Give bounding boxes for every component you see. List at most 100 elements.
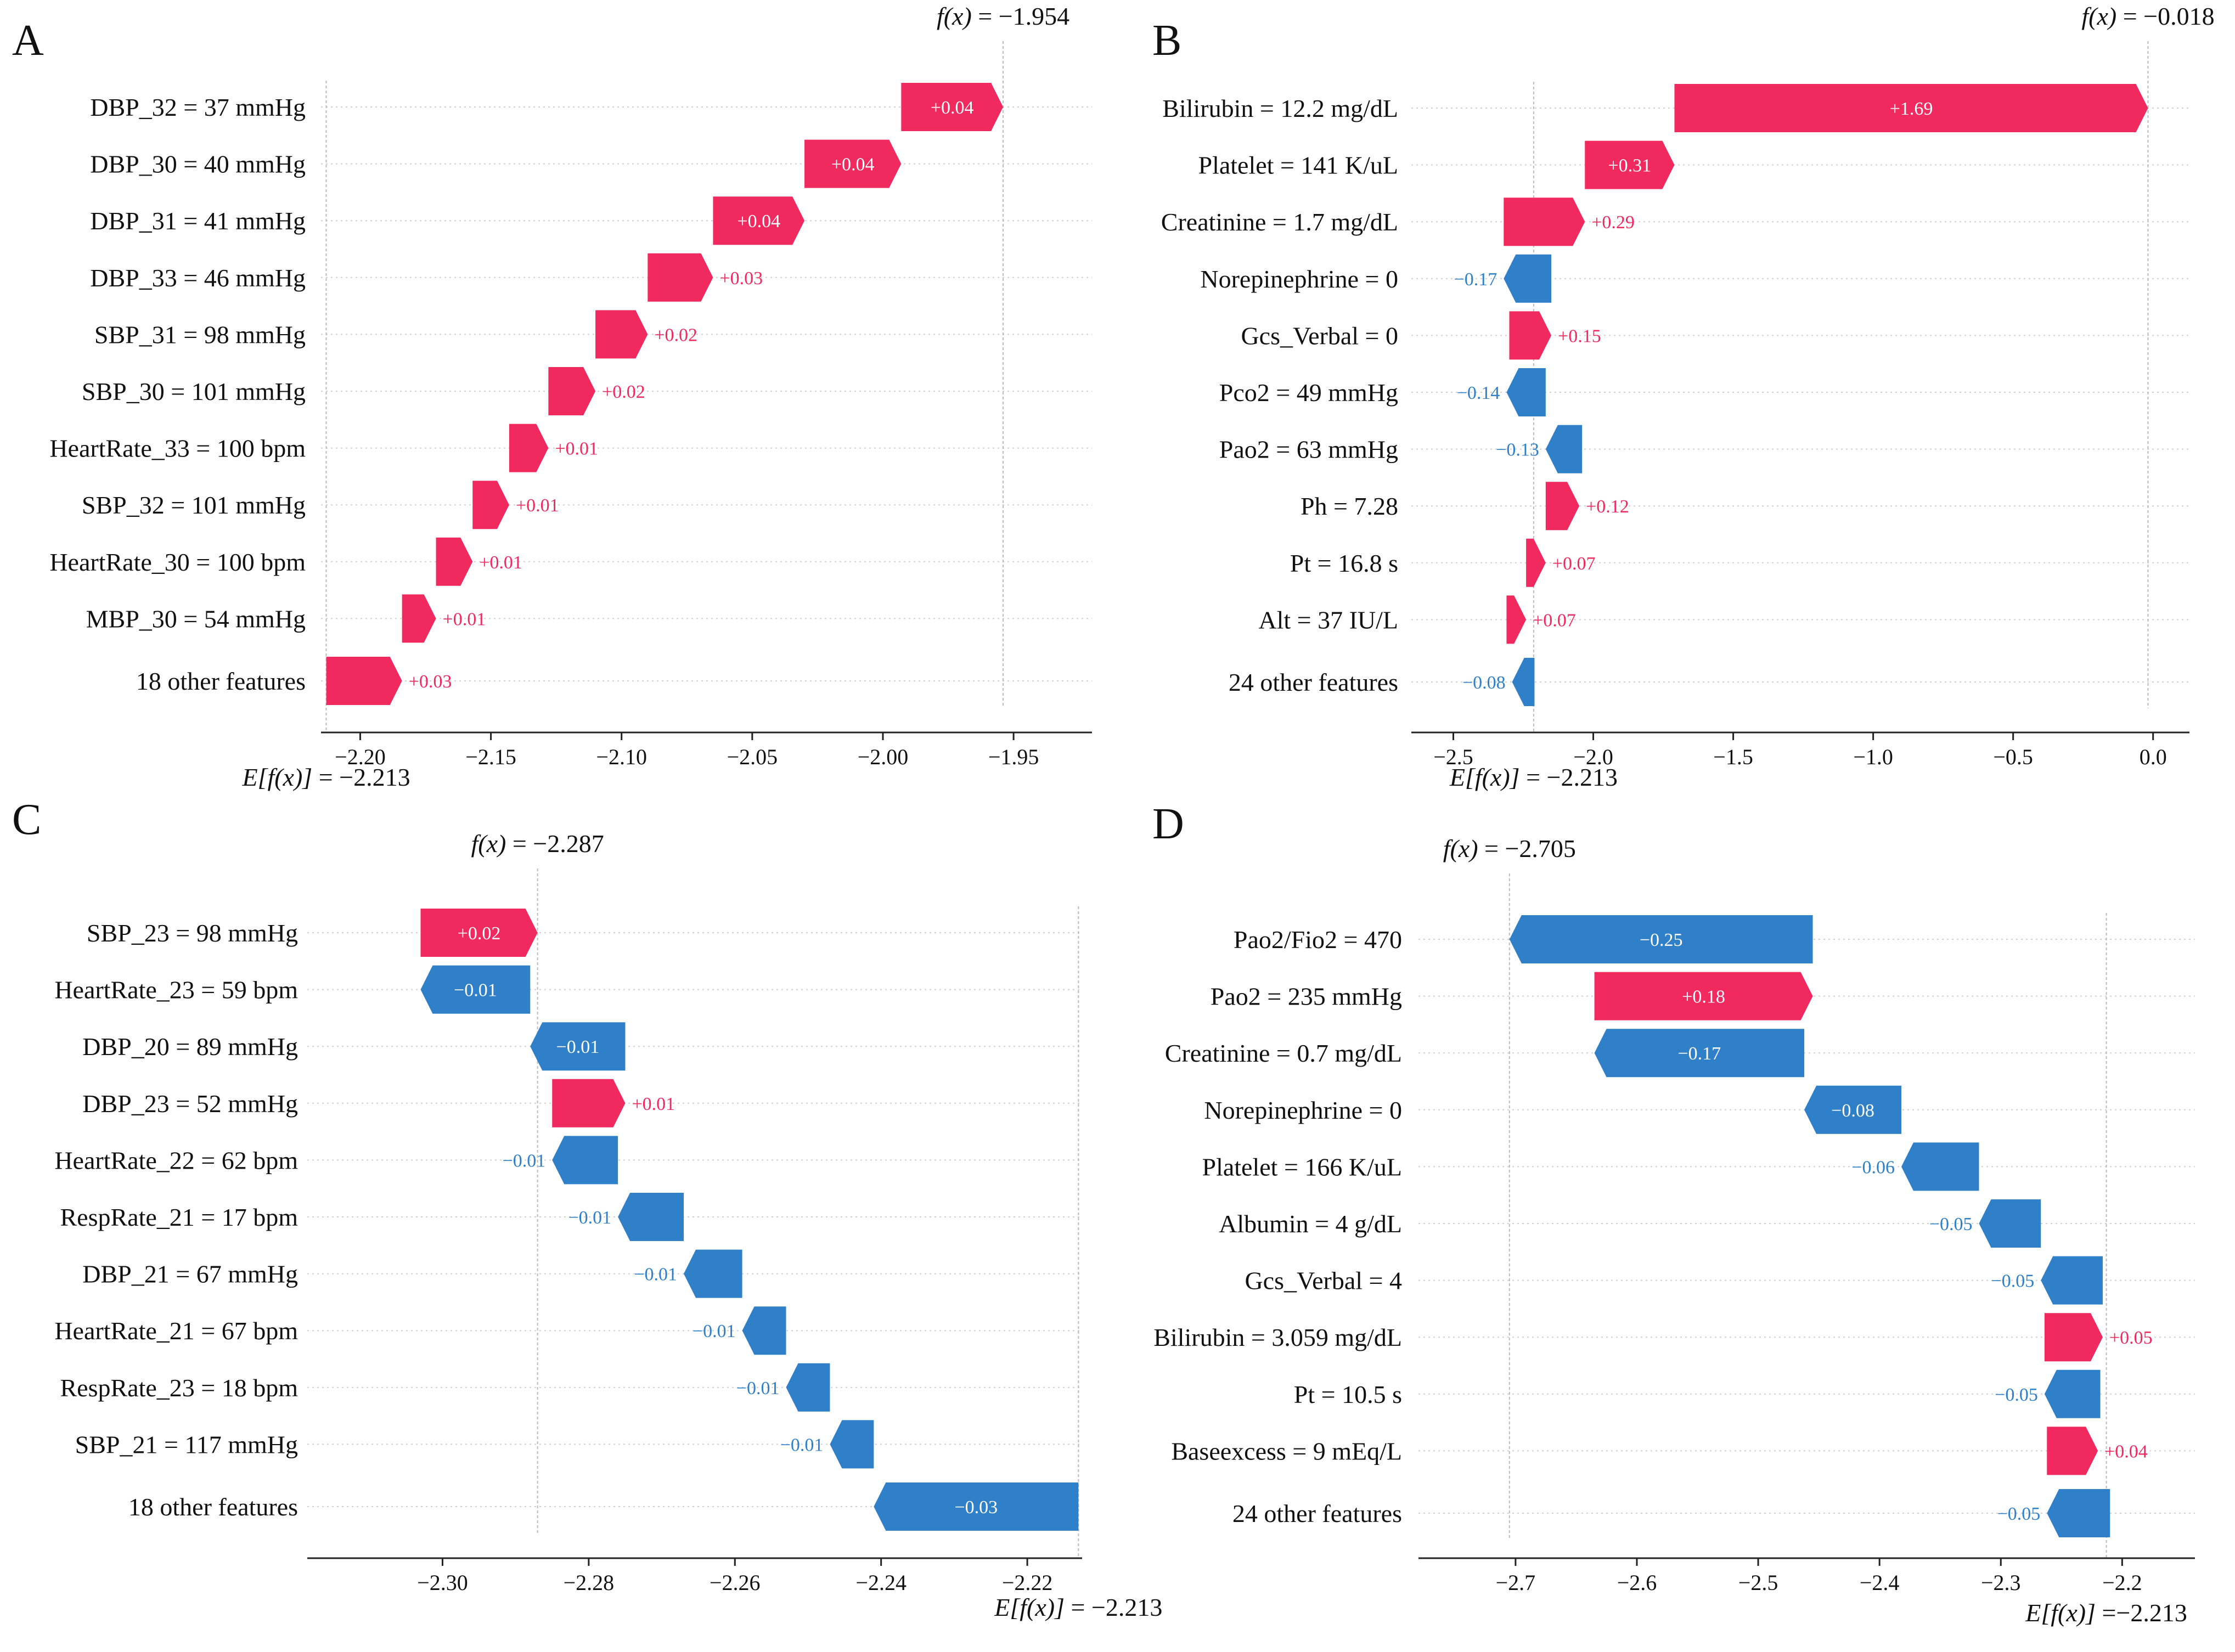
value-label-b: +0.07 — [1533, 610, 1576, 630]
value-label-d: −0.17 — [1677, 1044, 1721, 1064]
feature-label-a: DBP_30 = 40 mmHg — [90, 150, 306, 178]
feature-label-b: Platelet = 141 K/uL — [1198, 151, 1399, 179]
bar-c-18-other-features — [874, 1482, 1079, 1531]
feature-label-d: Pao2 = 235 mmHg — [1211, 983, 1402, 1011]
feature-label-b: Pco2 = 49 mmHg — [1219, 379, 1398, 407]
x-tick-label-b: 0.0 — [2140, 745, 2167, 769]
bar-a-sbp-30-101-mmhg — [548, 367, 596, 415]
x-tick-label-b: −2.0 — [1573, 745, 1613, 769]
feature-label-c: SBP_21 = 117 mmHg — [75, 1430, 298, 1458]
x-tick-label-b: −2.5 — [1433, 745, 1473, 769]
x-tick-label-b: −1.5 — [1713, 745, 1753, 769]
feature-label-a: MBP_30 = 54 mmHg — [86, 605, 306, 633]
bar-b-ph-7-28 — [1545, 482, 1580, 531]
value-label-a: +0.03 — [719, 268, 763, 289]
bar-c-dbp-23-52-mmhg — [552, 1079, 626, 1127]
x-tick-label-a: −2.05 — [727, 745, 778, 769]
bar-c-sbp-21-117-mmhg — [830, 1420, 874, 1469]
bar-d-24-other-features — [2047, 1489, 2110, 1537]
bar-a-dbp-33-46-mmhg — [648, 253, 713, 302]
efx-label-d: E[f(x)] =−2.213 — [2025, 1599, 2187, 1627]
bar-d-creatinine-0-7-mg-dl — [1594, 1029, 1805, 1078]
value-label-c: −0.01 — [556, 1037, 600, 1057]
feature-label-d: Norepinephrine = 0 — [1204, 1096, 1402, 1124]
value-label-b: +0.12 — [1586, 497, 1629, 517]
value-label-b: +0.15 — [1558, 326, 1601, 346]
value-label-d: −0.25 — [1640, 930, 1683, 950]
value-label-d: −0.05 — [1991, 1271, 2035, 1292]
feature-label-d: Bilirubin = 3.059 mg/dL — [1153, 1323, 1402, 1351]
value-label-c: +0.01 — [632, 1094, 675, 1114]
feature-label-a: HeartRate_33 = 100 bpm — [49, 435, 306, 463]
feature-label-b: Norepinephrine = 0 — [1200, 265, 1398, 293]
bar-b-norepinephrine-0 — [1504, 254, 1552, 303]
value-label-c: −0.01 — [568, 1208, 611, 1228]
bar-b-pao2-63-mmhg — [1545, 425, 1583, 473]
value-label-a: +0.04 — [831, 155, 875, 175]
panel-letter-c: C — [12, 796, 41, 844]
x-tick-label-b: −0.5 — [1993, 745, 2033, 769]
x-tick-label-a: −1.95 — [988, 745, 1039, 769]
value-label-a: +0.03 — [409, 672, 452, 692]
feature-label-a: HeartRate_30 = 100 bpm — [49, 548, 306, 576]
bar-a-dbp-31-41-mmhg — [713, 196, 805, 245]
feature-label-b: Pao2 = 63 mmHg — [1219, 436, 1398, 464]
bar-a-heartrate-30-100-bpm — [436, 537, 473, 586]
bar-b-alt-37-iu-l — [1506, 595, 1527, 644]
bar-b-platelet-141-k-ul — [1585, 140, 1675, 189]
bar-b-gcs-verbal-0 — [1509, 311, 1552, 360]
value-label-c: −0.01 — [634, 1265, 677, 1285]
bar-c-resprate-23-18-bpm — [786, 1363, 830, 1412]
panel-letter-b: B — [1152, 16, 1181, 65]
value-label-a: +0.01 — [479, 552, 522, 573]
value-label-c: −0.01 — [780, 1435, 824, 1455]
value-label-d: −0.05 — [1995, 1385, 2038, 1405]
value-label-a: +0.04 — [737, 211, 780, 232]
value-label-d: −0.06 — [1851, 1157, 1895, 1177]
x-tick-label-d: −2.6 — [1617, 1570, 1657, 1595]
feature-label-a: SBP_30 = 101 mmHg — [82, 377, 306, 405]
x-tick-label-c: −2.26 — [710, 1570, 761, 1595]
x-tick-label-a: −2.10 — [596, 745, 647, 769]
feature-label-b: Gcs_Verbal = 0 — [1241, 322, 1398, 349]
x-tick-label-d: −2.3 — [1981, 1570, 2021, 1595]
x-tick-label-c: −2.30 — [417, 1570, 468, 1595]
x-tick-label-b: −1.0 — [1853, 745, 1893, 769]
fx-label-b: f(x) = −0.018 — [2081, 2, 2214, 30]
x-tick-label-d: −2.4 — [1860, 1570, 1900, 1595]
bar-a-dbp-32-37-mmhg — [901, 83, 1004, 131]
feature-label-c: HeartRate_22 = 62 bpm — [54, 1146, 298, 1174]
value-label-a: +0.01 — [555, 439, 598, 459]
value-label-d: +0.04 — [2104, 1441, 2148, 1462]
fx-label-d: f(x) = −2.705 — [1443, 835, 1576, 862]
feature-label-c: RespRate_23 = 18 bpm — [60, 1374, 298, 1402]
efx-label-b: E[f(x)] = −2.213 — [1449, 763, 1618, 791]
feature-label-c: 18 other features — [128, 1493, 298, 1521]
bar-c-dbp-21-67-mmhg — [684, 1249, 742, 1298]
feature-label-d: Gcs_Verbal = 4 — [1245, 1267, 1402, 1295]
value-label-c: −0.01 — [454, 980, 497, 1001]
feature-label-a: SBP_31 = 98 mmHg — [94, 320, 306, 348]
value-label-a: +0.02 — [602, 382, 645, 402]
fx-label-c: f(x) = −2.287 — [471, 830, 604, 858]
panel-letter-a: A — [12, 16, 44, 65]
value-label-a: +0.04 — [931, 98, 974, 118]
bar-c-heartrate-22-62-bpm — [552, 1136, 618, 1185]
x-tick-label-a: −2.20 — [335, 745, 386, 769]
bar-d-bilirubin-3-059-mg-dl — [2044, 1313, 2103, 1362]
value-label-b: −0.14 — [1457, 383, 1500, 403]
value-label-a: +0.01 — [516, 495, 559, 516]
bar-c-dbp-20-89-mmhg — [530, 1022, 626, 1071]
feature-label-b: Ph = 7.28 — [1301, 492, 1398, 520]
feature-label-b: 24 other features — [1229, 668, 1398, 696]
bar-a-sbp-32-101-mmhg — [472, 481, 509, 529]
fx-label-a: f(x) = −1.954 — [937, 2, 1069, 30]
value-label-b: +0.31 — [1608, 156, 1652, 176]
bar-d-pt-10-5-s — [2044, 1369, 2101, 1418]
bar-d-gcs-verbal-4 — [2041, 1256, 2103, 1305]
bar-d-albumin-4-g-dl — [1979, 1199, 2041, 1248]
bar-a-18-other-features — [326, 657, 402, 705]
feature-label-c: HeartRate_21 = 67 bpm — [54, 1317, 298, 1345]
bar-d-baseexcess-9-meq-l — [2047, 1427, 2098, 1475]
feature-label-c: SBP_23 = 98 mmHg — [87, 919, 298, 947]
